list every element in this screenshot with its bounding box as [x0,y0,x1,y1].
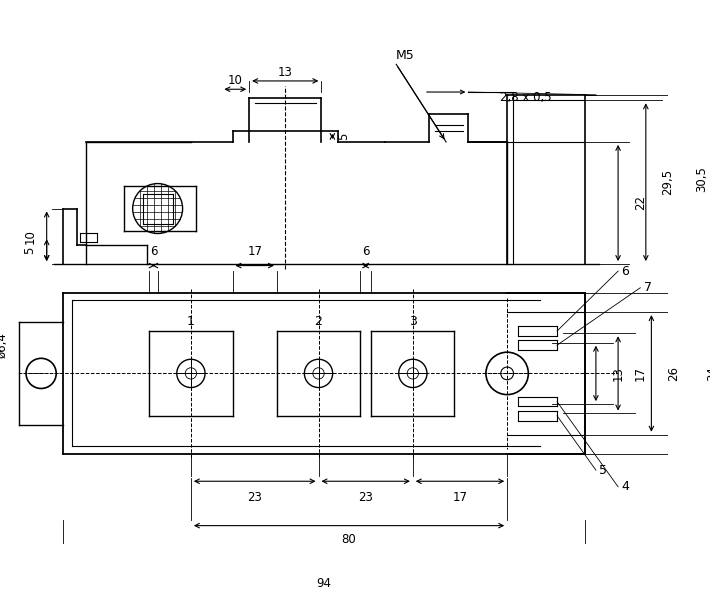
Text: 10: 10 [228,74,243,87]
Text: 7: 7 [643,282,652,294]
Text: 17: 17 [634,366,647,381]
Text: 17: 17 [247,245,262,258]
Text: 5: 5 [337,133,350,140]
Text: 26: 26 [667,366,680,381]
Text: 13: 13 [611,366,625,381]
Text: 80: 80 [342,533,356,546]
Text: 30,5: 30,5 [695,167,708,193]
Text: 23: 23 [359,491,373,504]
Text: 17: 17 [452,491,467,504]
Text: 1: 1 [187,315,195,328]
Text: 94: 94 [317,577,332,589]
Text: 6: 6 [621,264,629,277]
Text: 6: 6 [150,245,157,258]
Text: M5: M5 [396,49,415,62]
Text: 22: 22 [634,196,647,210]
Text: 6: 6 [362,245,369,258]
Text: 34: 34 [706,366,710,381]
Text: ø6,4: ø6,4 [0,332,9,358]
Text: 4: 4 [621,480,629,494]
Text: 5: 5 [23,246,36,254]
Text: 13: 13 [278,66,293,79]
Text: 3: 3 [409,315,417,328]
Text: 5: 5 [599,464,607,477]
Text: 2,8 x 0,5: 2,8 x 0,5 [500,91,551,104]
Text: 10: 10 [23,229,36,244]
Text: 23: 23 [247,491,262,504]
Text: 29,5: 29,5 [662,169,674,195]
Text: 2: 2 [315,315,322,328]
